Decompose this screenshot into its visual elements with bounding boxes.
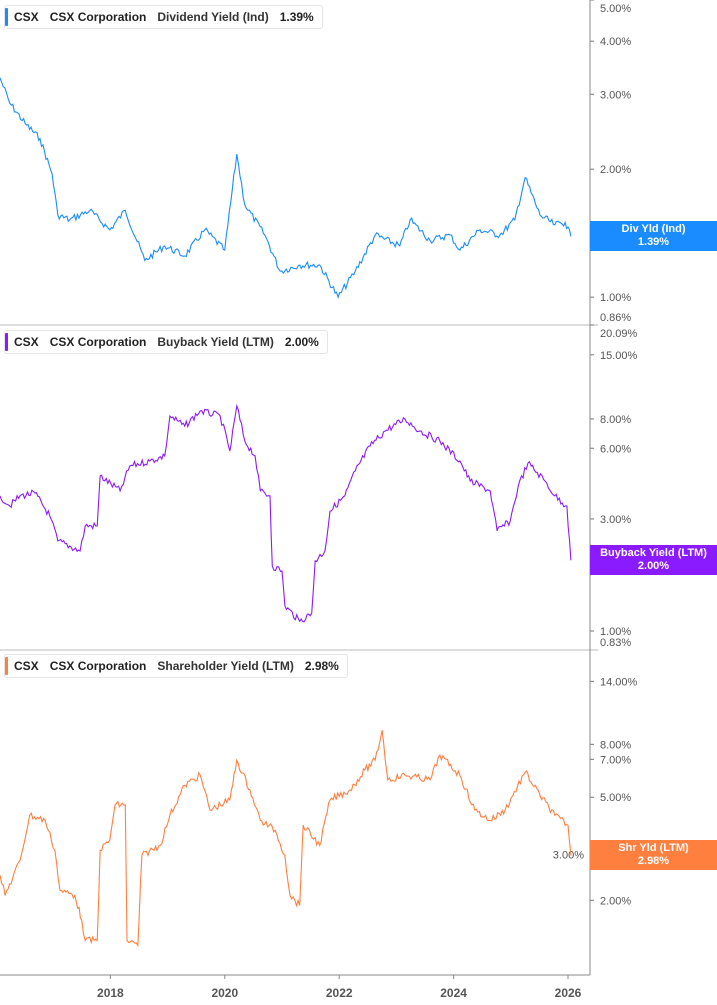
y-tick-label: 3.00%: [553, 850, 584, 862]
legend-ticker: CSX: [14, 335, 39, 349]
y-tick-label: 8.00%: [600, 414, 631, 426]
x-tick-label: 2018: [97, 986, 124, 1000]
last-value-tag-shareholder: Shr Yld (LTM) 2.98%: [590, 840, 717, 870]
legend-dividend-yield: CSX CSX Corporation Dividend Yield (Ind)…: [4, 5, 323, 29]
legend-ticker: CSX: [14, 10, 39, 24]
y-tick-label: 0.83%: [600, 637, 631, 649]
legend-buyback-yield: CSX CSX Corporation Buyback Yield (LTM) …: [4, 330, 328, 354]
y-tick-label: 5.00%: [600, 3, 631, 15]
legend-metric: Shareholder Yield (LTM): [157, 659, 294, 673]
y-tick-label: 1.00%: [600, 626, 631, 638]
x-tick-label: 2026: [555, 986, 582, 1000]
legend-shareholder-yield: CSX CSX Corporation Shareholder Yield (L…: [4, 654, 348, 678]
legend-color-bar: [5, 8, 8, 26]
y-tick-label: 8.00%: [600, 739, 631, 751]
legend-ticker: CSX: [14, 659, 39, 673]
legend-value: 2.98%: [304, 659, 339, 673]
series-line-shareholder-yield-ltm-: [0, 730, 572, 948]
tag-label: Div Yld (Ind): [621, 223, 686, 235]
y-tick-label: 15.00%: [600, 350, 638, 362]
last-value-tag-buyback: Buyback Yield (LTM) 2.00%: [590, 545, 717, 575]
legend-color-bar: [5, 333, 8, 351]
series-line-buyback-yield-ltm-: [0, 403, 572, 623]
x-tick-label: 2022: [326, 986, 353, 1000]
y-tick-label: 6.00%: [600, 443, 631, 455]
y-tick-label: 2.00%: [600, 164, 631, 176]
tag-value: 1.39%: [637, 236, 670, 248]
legend-metric: Dividend Yield (Ind): [157, 10, 269, 24]
last-value-tag-dividend: Div Yld (Ind) 1.39%: [590, 221, 717, 251]
y-tick-label: 0.86%: [600, 312, 631, 324]
tag-label: Buyback Yield (LTM): [600, 547, 707, 559]
legend-company: CSX Corporation: [49, 335, 147, 349]
y-tick-label: 20.09%: [600, 328, 638, 340]
tag-value: 2.00%: [637, 560, 670, 572]
legend-company: CSX Corporation: [49, 659, 147, 673]
y-tick-label: 3.00%: [600, 89, 631, 101]
tag-value: 2.98%: [637, 855, 670, 867]
y-tick-label: 2.00%: [600, 895, 631, 907]
y-tick-label: 3.00%: [600, 514, 631, 526]
legend-color-bar: [5, 657, 8, 675]
tag-label: Shr Yld (LTM): [618, 842, 689, 854]
x-tick-label: 2024: [440, 986, 467, 1000]
y-tick-label: 1.00%: [600, 292, 631, 304]
legend-company: CSX Corporation: [49, 10, 147, 24]
legend-value: 2.00%: [284, 335, 319, 349]
series-line-dividend-yield-ind-: [0, 77, 572, 299]
legend-metric: Buyback Yield (LTM): [157, 335, 274, 349]
x-tick-label: 2020: [211, 986, 238, 1000]
y-tick-label: 5.00%: [600, 792, 631, 804]
y-tick-label: 14.00%: [600, 676, 638, 688]
y-tick-label: 4.00%: [600, 36, 631, 48]
y-tick-label: 7.00%: [600, 754, 631, 766]
legend-value: 1.39%: [279, 10, 314, 24]
